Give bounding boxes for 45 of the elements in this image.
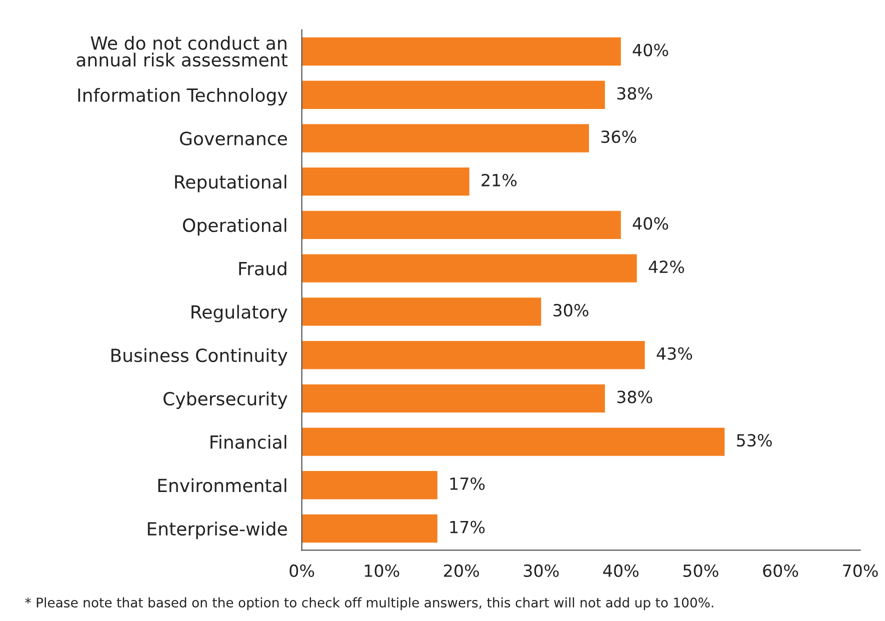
- x-tick-label: 70%: [843, 564, 878, 577]
- x-tick-label: 30%: [524, 564, 559, 577]
- bar: [302, 471, 438, 500]
- y-tick-label: Financial: [210, 434, 286, 449]
- y-tick-label: Regulatory: [192, 304, 288, 322]
- data-label: 17%: [450, 520, 485, 534]
- bar: [302, 254, 637, 282]
- bar: [302, 210, 621, 240]
- y-tick-label: Fraud: [239, 261, 286, 276]
- data-label: 30%: [553, 304, 588, 317]
- bar: [302, 124, 589, 152]
- x-tick-label: 0%: [290, 564, 314, 577]
- y-tick-label: Operational: [182, 218, 286, 236]
- bar: [302, 428, 725, 456]
- data-label: 53%: [737, 434, 772, 447]
- data-label: 17%: [450, 477, 485, 490]
- x-tick-label: 40%: [603, 564, 638, 577]
- y-tick-label: We do not conduct an annual risk assessment: [76, 36, 288, 67]
- data-label: 42%: [648, 260, 684, 274]
- bar: [302, 514, 438, 543]
- x-tick-label: 10%: [364, 564, 400, 577]
- data-label: 38%: [617, 87, 652, 100]
- x-tick-label: 20%: [444, 564, 479, 577]
- data-label: 40%: [632, 44, 668, 56]
- x-tick-label: 60%: [763, 564, 798, 577]
- y-tick-label: Business Continuity: [111, 348, 288, 366]
- bar: [302, 298, 542, 326]
- bar: [302, 340, 645, 370]
- y-tick-label: Reputational: [175, 174, 286, 192]
- y-tick-label: Governance: [180, 132, 287, 146]
- y-tick-label: Enterprise-wide: [148, 522, 287, 540]
- text: * Please note that based on the option to check off multiple answers, this chart will not add up to 100%.: [25, 597, 714, 610]
- y-tick-label: Environmental: [158, 478, 286, 492]
- y-tick-label: Information Technology: [78, 88, 288, 106]
- data-label: 21%: [482, 174, 517, 186]
- bar: [302, 37, 621, 66]
- data-label: 38%: [617, 390, 652, 404]
- bar: [302, 80, 605, 109]
- data-label: 36%: [601, 130, 636, 144]
- x-tick-label: 50%: [683, 564, 718, 577]
- y-tick-label: Cybersecurity: [164, 392, 288, 410]
- data-label: 43%: [656, 347, 692, 360]
- data-label: 40%: [632, 217, 668, 230]
- bar: [302, 167, 470, 196]
- bar: [302, 384, 605, 413]
